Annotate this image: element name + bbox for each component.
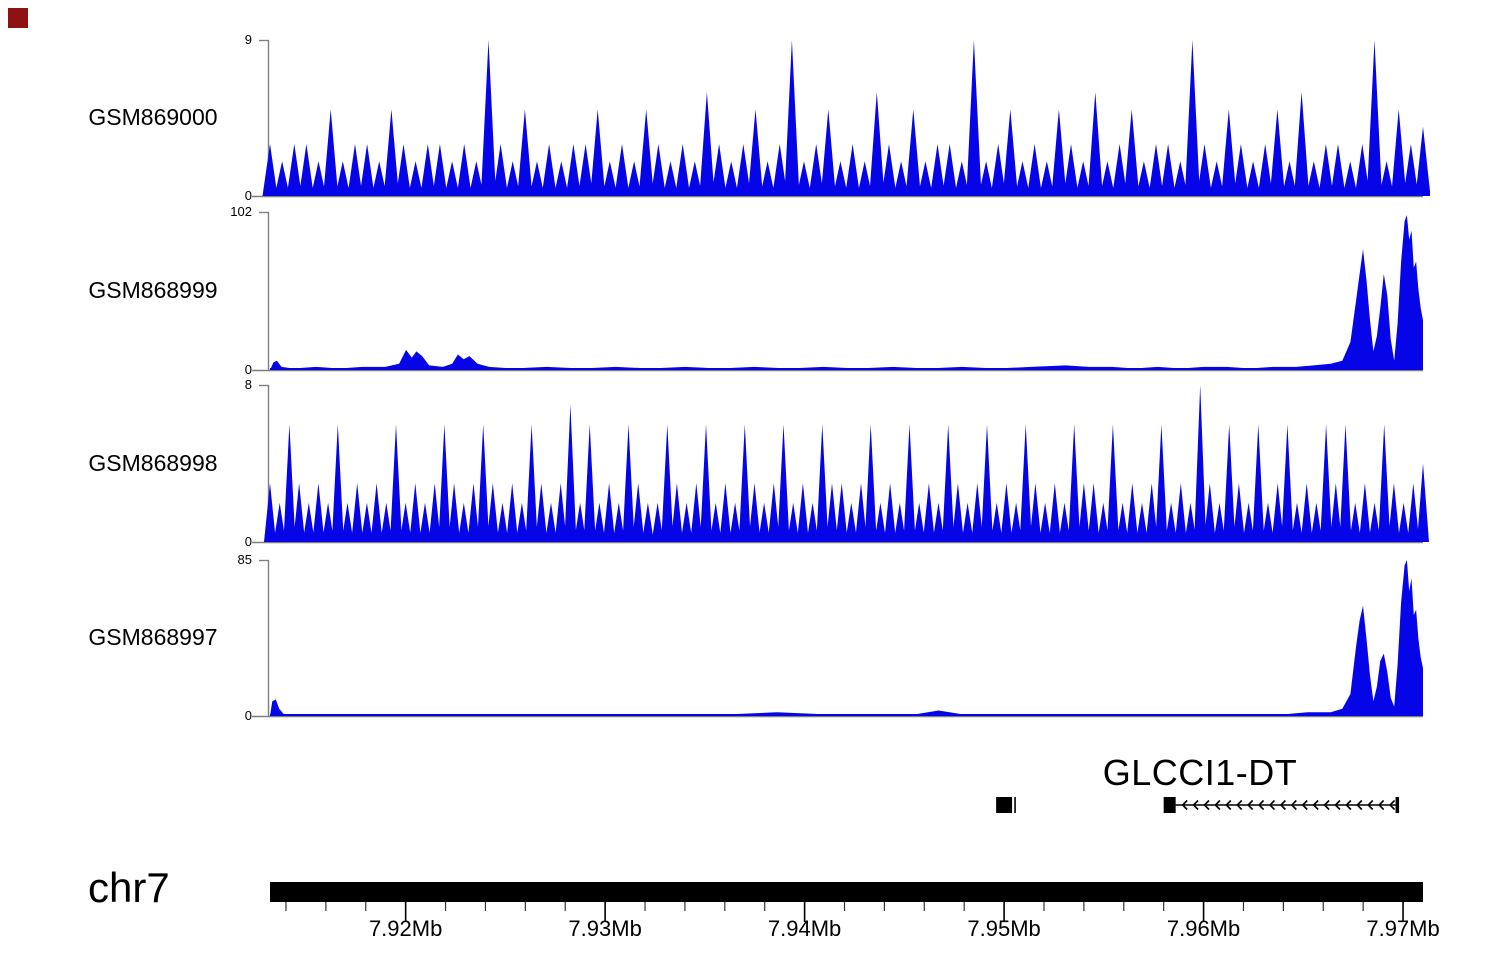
ruler-label-7.95mb: 7.95Mb bbox=[967, 916, 1041, 941]
strand-arrow-icon bbox=[1356, 799, 1363, 811]
strand-arrow-icon bbox=[1236, 799, 1243, 811]
ruler-label-7.92mb: 7.92Mb bbox=[368, 916, 443, 941]
signal-area-gsm868997 bbox=[252, 559, 1423, 718]
strand-arrow-icon bbox=[1225, 799, 1232, 811]
track-label-gsm869000: GSM869000 bbox=[88, 104, 218, 130]
track-label-gsm868999: GSM868999 bbox=[88, 277, 218, 303]
strand-arrow-icon bbox=[1345, 799, 1352, 811]
strand-arrow-icon bbox=[1301, 799, 1308, 811]
strand-arrow-icon bbox=[1214, 799, 1221, 811]
track-label-gsm868998: GSM868998 bbox=[88, 449, 218, 476]
ruler-ticks bbox=[285, 902, 1404, 922]
y-axis-zero-gsm868999: 0 bbox=[244, 362, 252, 377]
gene-name-label: GLCCI1-DT bbox=[1102, 752, 1298, 793]
y-axis-max-gsm868999: 102 bbox=[230, 204, 252, 219]
red-square-marker bbox=[8, 8, 28, 28]
strand-arrow-icon bbox=[1323, 799, 1330, 811]
strand-arrow-icon bbox=[1181, 799, 1188, 811]
y-axis-max-gsm869000: 9 bbox=[244, 32, 252, 47]
strand-arrow-icon bbox=[1378, 799, 1385, 811]
signal-area-gsm868999 bbox=[252, 211, 1423, 372]
y-axis-zero-gsm868997: 0 bbox=[244, 708, 252, 723]
strand-arrow-icon bbox=[1388, 799, 1396, 811]
gene-model-glyphs bbox=[996, 797, 1400, 813]
strand-arrow-icon bbox=[1247, 799, 1254, 811]
y-axis-max-gsm868998: 8 bbox=[244, 377, 252, 392]
track-label-gsm868997: GSM868997 bbox=[88, 624, 218, 650]
ruler-label-7.96mb: 7.96Mb bbox=[1166, 916, 1241, 941]
y-axis-zero-gsm869000: 0 bbox=[244, 188, 252, 203]
y-axis-max-gsm868997: 85 bbox=[237, 552, 252, 567]
ruler-label-7.93mb: 7.93Mb bbox=[568, 916, 642, 941]
ruler-label-7.97mb: 7.97Mb bbox=[1366, 916, 1440, 941]
chromosome-ideogram-bar bbox=[270, 882, 1423, 902]
chromosome-label: chr7 bbox=[88, 864, 170, 911]
ruler-label-7.94mb: 7.94Mb bbox=[767, 916, 842, 941]
strand-arrow-icon bbox=[1367, 799, 1374, 811]
strand-arrow-icon bbox=[1257, 799, 1265, 811]
strand-arrow-icon bbox=[1203, 799, 1210, 811]
strand-arrow-icon bbox=[1279, 799, 1286, 811]
strand-arrow-icon bbox=[1334, 799, 1341, 811]
strand-arrow-icon bbox=[1290, 799, 1297, 811]
signal-area-gsm868998 bbox=[252, 384, 1429, 544]
strand-arrow-icon bbox=[1268, 799, 1276, 811]
strand-arrow-icon bbox=[1192, 799, 1199, 811]
signal-area-gsm869000 bbox=[252, 39, 1430, 198]
strand-arrow-icon bbox=[1312, 799, 1319, 811]
y-axis-zero-gsm868998: 0 bbox=[244, 534, 252, 549]
